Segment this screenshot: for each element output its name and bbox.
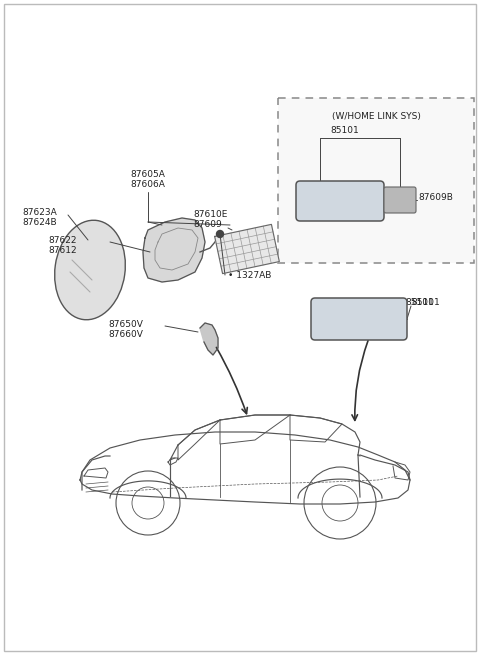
Text: 87605A
87606A: 87605A 87606A [131,170,166,189]
FancyBboxPatch shape [384,187,416,213]
FancyBboxPatch shape [311,298,407,340]
Text: • 1327AB: • 1327AB [228,271,271,280]
Text: 87610E
87609: 87610E 87609 [193,210,228,229]
Text: 87650V
87660V: 87650V 87660V [108,320,143,339]
FancyBboxPatch shape [296,181,384,221]
Text: 85101: 85101 [405,298,434,307]
Ellipse shape [55,220,125,320]
Text: (W/HOME LINK SYS): (W/HOME LINK SYS) [332,112,420,121]
Text: 85101: 85101 [330,126,359,135]
Polygon shape [215,225,279,274]
Text: 87622
87612: 87622 87612 [48,236,77,255]
Polygon shape [200,323,218,355]
Circle shape [216,231,224,238]
Polygon shape [143,218,205,282]
Text: 87609B: 87609B [418,193,453,202]
Bar [278,98,474,263]
Text: 87623A
87624B: 87623A 87624B [22,208,57,227]
Text: 85101: 85101 [411,298,440,307]
